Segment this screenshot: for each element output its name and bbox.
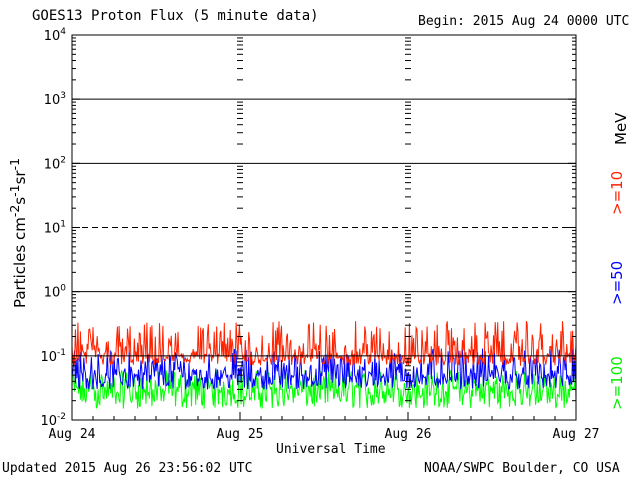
chart-title: GOES13 Proton Flux (5 minute data) [32, 8, 319, 24]
legend-series-2: >=50 [608, 260, 626, 305]
x-tick-label: Aug 26 [385, 427, 432, 442]
x-tick-label: Aug 24 [49, 427, 96, 442]
updated-timestamp: Updated 2015 Aug 26 23:56:02 UTC [2, 461, 253, 476]
begin-label: Begin: 2015 Aug 24 0000 UTC [418, 14, 630, 29]
series-line-3 [71, 369, 577, 409]
y-axis-label: Particles cm-2s-1sr-1 [7, 157, 29, 309]
y-tick-label: 104 [44, 27, 67, 44]
y-tick-label: 103 [44, 91, 66, 108]
legend-unit-label: MeV [612, 112, 630, 145]
y-tick-label: 10-1 [40, 348, 66, 365]
y-tick-label: 100 [44, 284, 67, 301]
data-source: NOAA/SWPC Boulder, CO USA [424, 461, 620, 476]
legend-series-1: >=10 [608, 170, 626, 215]
series-line-2 [71, 348, 577, 390]
x-tick-label: Aug 27 [553, 427, 600, 442]
x-axis-label: Universal Time [276, 442, 386, 457]
y-tick-label: 102 [44, 155, 66, 172]
x-tick-label: Aug 25 [217, 427, 264, 442]
legend-series-3: >=100 [608, 356, 626, 410]
y-tick-label: 10-2 [40, 412, 66, 429]
y-tick-label: 101 [44, 220, 66, 237]
